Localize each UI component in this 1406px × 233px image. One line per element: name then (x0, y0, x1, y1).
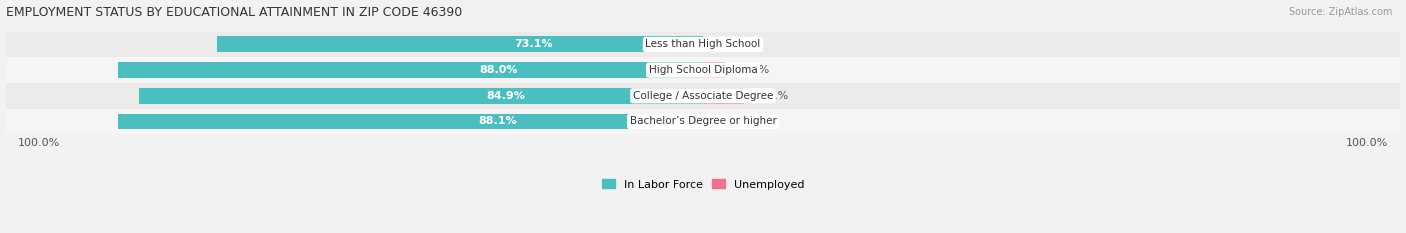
Text: EMPLOYMENT STATUS BY EDUCATIONAL ATTAINMENT IN ZIP CODE 46390: EMPLOYMENT STATUS BY EDUCATIONAL ATTAINM… (6, 6, 461, 19)
Text: College / Associate Degree: College / Associate Degree (633, 91, 773, 101)
Text: High School Diploma: High School Diploma (648, 65, 758, 75)
Bar (6, 83, 1400, 109)
Bar (139, 88, 703, 104)
Text: 3.3%: 3.3% (741, 65, 769, 75)
Bar (6, 32, 1400, 57)
Text: 88.1%: 88.1% (479, 116, 517, 127)
Bar (118, 113, 703, 130)
Text: 0.0%: 0.0% (720, 39, 748, 49)
Bar (218, 37, 703, 52)
Bar (6, 57, 1400, 83)
Bar (703, 113, 725, 130)
Text: Bachelor’s Degree or higher: Bachelor’s Degree or higher (630, 116, 776, 127)
Text: 73.1%: 73.1% (513, 39, 553, 49)
Bar (118, 62, 703, 78)
Text: 88.0%: 88.0% (479, 65, 517, 75)
Text: Less than High School: Less than High School (645, 39, 761, 49)
Text: 3.4%: 3.4% (742, 116, 770, 127)
Bar (703, 62, 725, 78)
Text: 6.1%: 6.1% (761, 91, 789, 101)
Bar (6, 109, 1400, 134)
Bar (703, 88, 744, 104)
Legend: In Labor Force, Unemployed: In Labor Force, Unemployed (602, 179, 804, 189)
Text: Source: ZipAtlas.com: Source: ZipAtlas.com (1288, 7, 1392, 17)
Text: 84.9%: 84.9% (486, 91, 524, 101)
